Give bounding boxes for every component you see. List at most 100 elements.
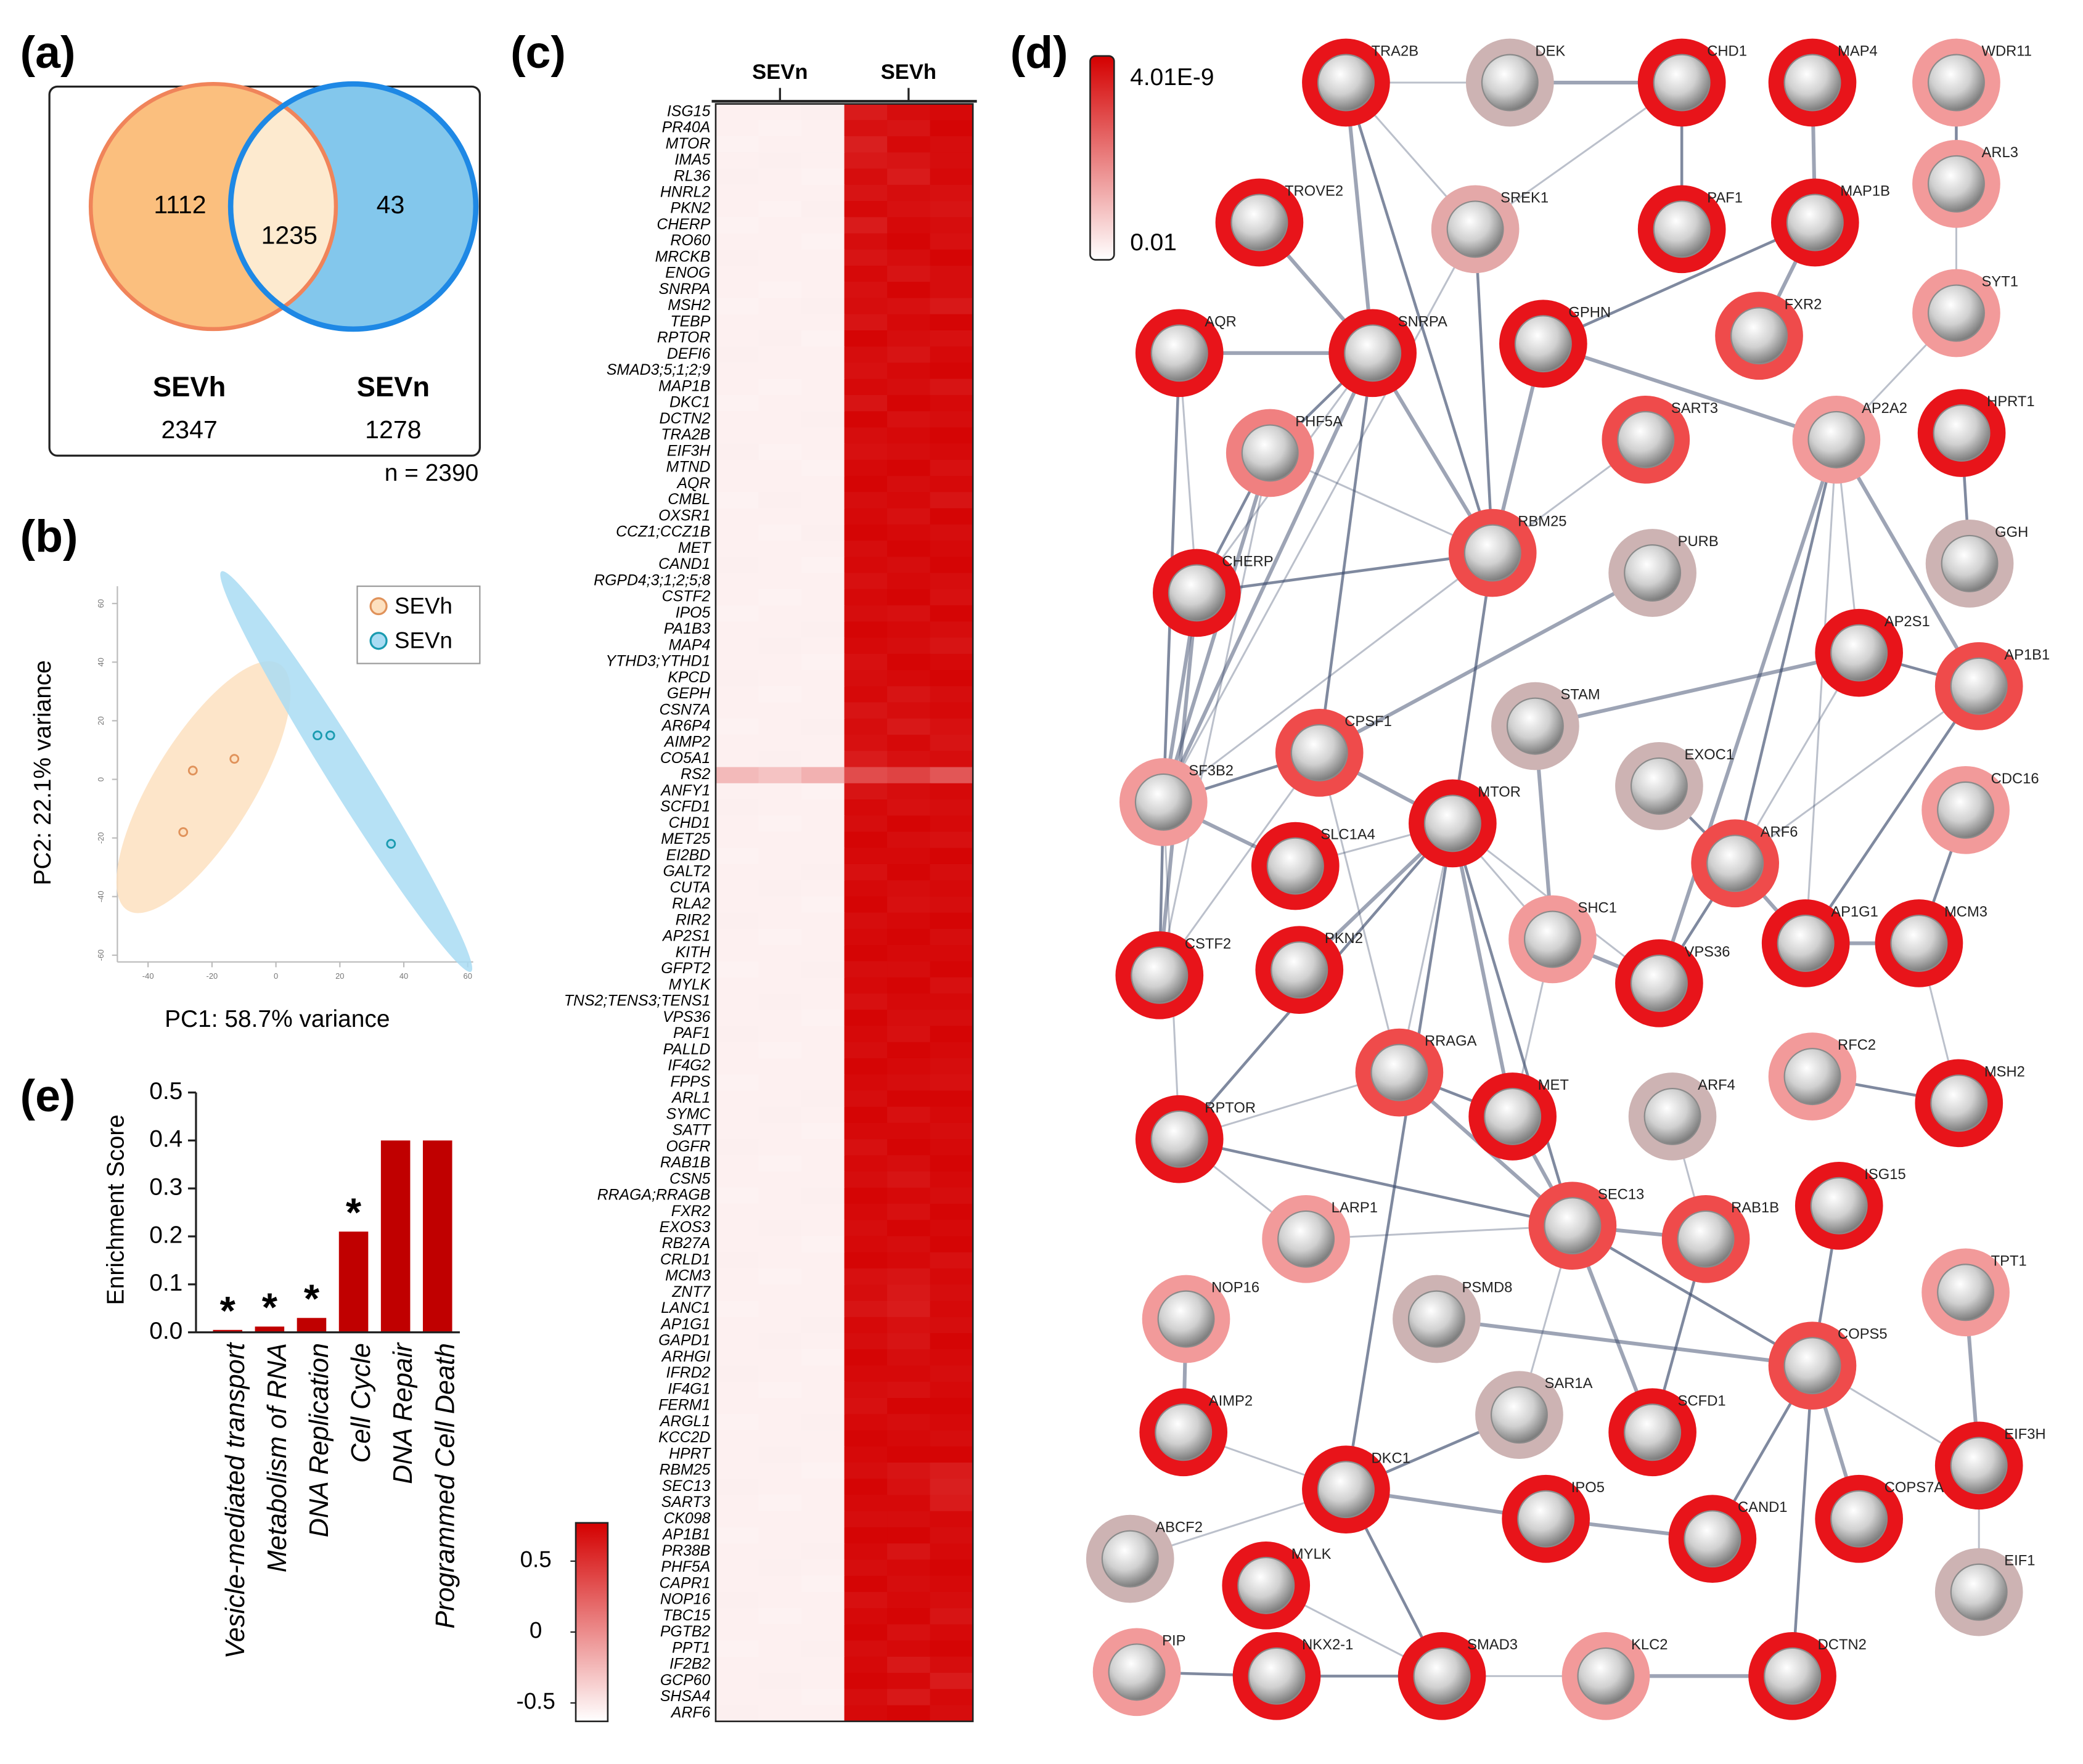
heat-cell xyxy=(844,573,888,590)
heat-cell xyxy=(801,1591,845,1609)
heat-cell xyxy=(758,427,802,444)
heat-cell xyxy=(715,1187,759,1204)
heat-cell xyxy=(930,1301,974,1318)
node-core xyxy=(1617,410,1675,468)
node-core xyxy=(1927,155,1985,213)
heat-cell xyxy=(887,670,931,687)
heat-cell xyxy=(801,1333,845,1350)
bar xyxy=(380,1140,411,1333)
heat-cell xyxy=(758,1705,802,1722)
node-label: MAP4 xyxy=(1838,43,1878,60)
row-label: CUTA xyxy=(670,880,711,896)
heat-cell xyxy=(801,1365,845,1382)
heat-cell xyxy=(930,799,974,817)
heat-cell xyxy=(887,815,931,833)
heat-cell xyxy=(844,557,888,574)
venn-outline xyxy=(227,81,479,332)
heat-cell xyxy=(715,330,759,348)
heat-cell xyxy=(715,184,759,202)
heat-cell xyxy=(758,346,802,364)
node-core xyxy=(1407,1290,1465,1348)
heat-cell xyxy=(844,702,888,719)
y-tick-label: 0.0 xyxy=(149,1318,182,1344)
heat-cell xyxy=(715,961,759,978)
row-label: RPTOR xyxy=(657,330,711,346)
heat-cell xyxy=(930,266,974,283)
x-tick-label: Vesicle-mediated transport xyxy=(221,1342,250,1659)
heat-cell xyxy=(758,686,802,703)
heat-cell xyxy=(715,1575,759,1593)
heat-cell xyxy=(844,751,888,768)
heat-cell xyxy=(715,508,759,525)
row-label: RRAGA;RRAGB xyxy=(597,1187,711,1204)
heat-cell xyxy=(715,1026,759,1043)
node-label: AP1G1 xyxy=(1831,904,1878,920)
node-core xyxy=(1514,315,1572,373)
node-core xyxy=(1150,324,1208,382)
node-core xyxy=(1108,1643,1166,1701)
heat-cell xyxy=(844,1446,888,1463)
heat-cell xyxy=(930,346,974,364)
heat-cell xyxy=(844,541,888,558)
node-core xyxy=(1937,1264,1995,1321)
heat-cell xyxy=(930,1204,974,1221)
row-label: AQR xyxy=(676,475,710,492)
heat-cell xyxy=(844,492,888,509)
node-label: DKC1 xyxy=(1372,1450,1410,1466)
row-label: TEBP xyxy=(670,313,710,330)
row-label: ZNT7 xyxy=(671,1284,711,1301)
heat-cell xyxy=(715,443,759,460)
node-label: NOP16 xyxy=(1211,1280,1259,1296)
row-label: MCM3 xyxy=(665,1268,710,1284)
heat-cell xyxy=(801,1624,845,1641)
heat-cell xyxy=(887,1591,931,1609)
heat-cell xyxy=(887,1301,931,1318)
heat-cell xyxy=(715,1446,759,1463)
node-core xyxy=(1463,524,1521,582)
heat-cell xyxy=(930,831,974,849)
heat-cell xyxy=(844,977,888,994)
heat-cell xyxy=(758,1171,802,1188)
node-label: DCTN2 xyxy=(1818,1636,1867,1653)
heat-cell xyxy=(715,427,759,444)
y-tick-label: 40 xyxy=(96,658,105,666)
heat-cell xyxy=(801,945,845,962)
heat-cell xyxy=(844,394,888,412)
edge xyxy=(1542,221,1816,345)
panel-label: (e) xyxy=(20,1070,76,1121)
heat-cell xyxy=(801,1122,845,1140)
node-label: EIF1 xyxy=(2004,1553,2035,1569)
heat-cell xyxy=(801,120,845,137)
row-label: MYLK xyxy=(669,976,711,993)
edge xyxy=(1158,452,1271,976)
row-label: CSN7A xyxy=(659,701,710,718)
heat-cell xyxy=(887,1252,931,1269)
y-tick-label: -20 xyxy=(96,832,105,844)
heat-cell xyxy=(715,751,759,768)
heat-cell xyxy=(887,767,931,784)
row-label: AR6P4 xyxy=(661,717,711,734)
heat-cell xyxy=(887,266,931,283)
row-label: MTND xyxy=(666,459,711,476)
heat-cell xyxy=(715,1268,759,1286)
row-label: IFRD2 xyxy=(666,1365,711,1381)
row-label: MET25 xyxy=(661,831,710,847)
heat-cell xyxy=(758,394,802,412)
node-label: SF3B2 xyxy=(1189,762,1234,779)
node-core xyxy=(1786,194,1844,251)
heat-cell xyxy=(801,362,845,380)
node-core xyxy=(1317,1461,1375,1519)
row-label: FXR2 xyxy=(671,1203,711,1220)
node-label: CHERP xyxy=(1222,553,1273,570)
heat-cell xyxy=(758,670,802,687)
row-label: CMBL xyxy=(668,491,710,508)
heat-cell xyxy=(887,1317,931,1334)
heat-cell xyxy=(758,1397,802,1415)
node-label: CSTF2 xyxy=(1185,936,1231,952)
heat-cell xyxy=(887,394,931,412)
heat-cell xyxy=(930,1689,974,1706)
edge xyxy=(1657,439,1838,984)
heat-cell xyxy=(844,653,888,671)
node-label: ISG15 xyxy=(1864,1166,1905,1183)
x-tick-label: Metabolism of RNA xyxy=(263,1343,292,1572)
